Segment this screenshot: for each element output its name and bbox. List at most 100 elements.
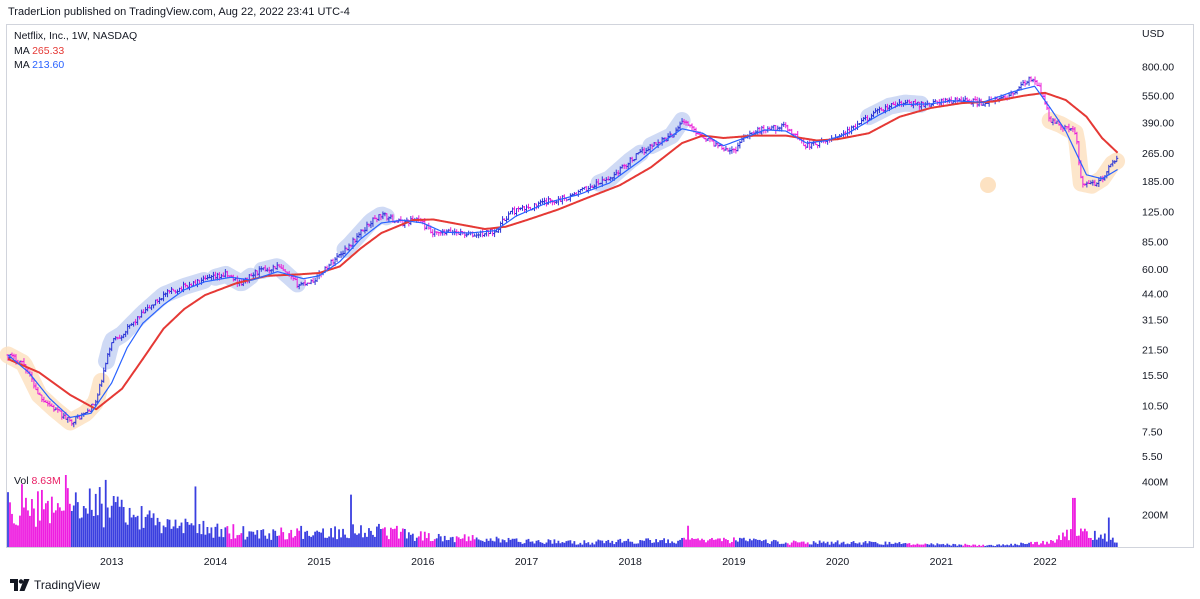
volume-bar	[465, 541, 468, 547]
volume-bar	[657, 542, 660, 547]
volume-bar	[780, 543, 783, 547]
volume-label: Vol	[14, 475, 29, 487]
symbol-title: Netflix, Inc., 1W, NASDAQ	[14, 30, 138, 42]
volume-bar	[617, 539, 620, 547]
volume-bar	[754, 539, 757, 547]
volume-bar	[282, 532, 285, 547]
volume-bar	[100, 503, 103, 547]
volume-bar	[1014, 543, 1016, 547]
volume-bar	[974, 544, 977, 547]
volume-bar	[958, 544, 961, 547]
price-tick-label: 550.00	[1142, 91, 1174, 103]
volume-bar	[669, 543, 671, 547]
price-bar	[523, 206, 527, 213]
volume-bar	[310, 536, 313, 547]
volume-bar	[766, 543, 769, 547]
volume-bar	[431, 540, 434, 547]
volume-bar	[7, 492, 9, 547]
volume-bar	[174, 519, 177, 547]
volume-bar	[760, 541, 763, 547]
price-tick-label: 125.00	[1142, 207, 1174, 219]
time-tick-label: 2013	[100, 556, 124, 568]
volume-bar	[852, 541, 855, 547]
volume-bar	[320, 532, 322, 547]
volume-bar	[1113, 542, 1116, 547]
volume-bar	[306, 530, 309, 547]
volume-bar	[715, 539, 717, 547]
volume-bar	[1008, 545, 1011, 547]
volume-bar	[218, 536, 221, 547]
volume-bar	[561, 542, 564, 547]
volume-bar	[212, 537, 215, 547]
volume-bar	[479, 540, 482, 547]
volume-bar	[553, 539, 556, 547]
volume-bar	[278, 535, 281, 547]
volume-bar	[543, 543, 546, 547]
ma-slow-legend: MA 265.33	[14, 44, 137, 59]
volume-bar	[850, 542, 853, 547]
volume-bar	[389, 527, 392, 547]
volume-bar	[35, 526, 37, 547]
volume-bar	[683, 537, 685, 547]
volume-bar	[934, 545, 937, 547]
time-tick-label: 2016	[411, 556, 435, 568]
volume-bar	[475, 537, 478, 547]
volume-bar	[270, 539, 273, 547]
volume-bar	[439, 536, 442, 547]
volume-bar	[571, 543, 574, 547]
volume-bar	[838, 544, 841, 547]
volume-bar	[425, 538, 428, 547]
volume-bar	[238, 534, 241, 547]
volume-bar	[401, 528, 404, 547]
volume-bar	[274, 530, 277, 547]
volume-bar	[342, 528, 344, 547]
volume-bar	[1038, 544, 1040, 547]
volume-bar	[477, 539, 480, 547]
price-bar	[507, 211, 511, 220]
volume-bar	[693, 538, 695, 547]
volume-bar	[1062, 532, 1064, 547]
volume-bar	[876, 543, 879, 547]
volume-bar	[366, 536, 368, 547]
volume-bar	[489, 538, 492, 547]
volume-bar	[332, 537, 334, 547]
volume-bar	[1064, 536, 1066, 547]
volume-bar	[904, 543, 907, 547]
volume-bar	[601, 540, 604, 547]
volume-bar	[976, 545, 979, 547]
volume-bar	[585, 543, 588, 547]
volume-bar	[1054, 542, 1056, 547]
volume-bar	[1058, 535, 1060, 547]
volume-bar	[459, 538, 462, 547]
volume-bar	[360, 525, 362, 547]
volume-bar	[1109, 539, 1112, 547]
volume-bar	[537, 540, 540, 547]
volume-bar	[894, 542, 897, 547]
volume-bar	[463, 534, 466, 547]
volume-bar	[419, 531, 422, 547]
volume-bar	[364, 532, 366, 547]
volume-bar	[376, 526, 378, 547]
volume-bar	[756, 539, 759, 547]
volume-bar	[64, 475, 67, 547]
trend-highlight-band	[98, 272, 213, 370]
volume-bar	[519, 542, 522, 547]
volume-bar	[403, 528, 406, 547]
volume-bar	[577, 544, 580, 547]
volume-bar	[228, 533, 231, 547]
volume-bar	[268, 533, 271, 547]
volume-bar	[290, 529, 293, 547]
volume-bar	[533, 543, 536, 547]
volume-bar	[467, 536, 470, 547]
volume-bar	[954, 544, 957, 547]
volume-bar	[1040, 543, 1042, 547]
volume-bar	[256, 530, 259, 547]
time-tick-label: 2022	[1033, 556, 1057, 568]
price-bar	[540, 198, 544, 204]
volume-bar	[116, 496, 119, 547]
volume-value: 8.63M	[31, 475, 61, 487]
volume-bar	[397, 538, 400, 547]
volume-bar	[314, 531, 317, 547]
price-bar	[417, 215, 421, 223]
